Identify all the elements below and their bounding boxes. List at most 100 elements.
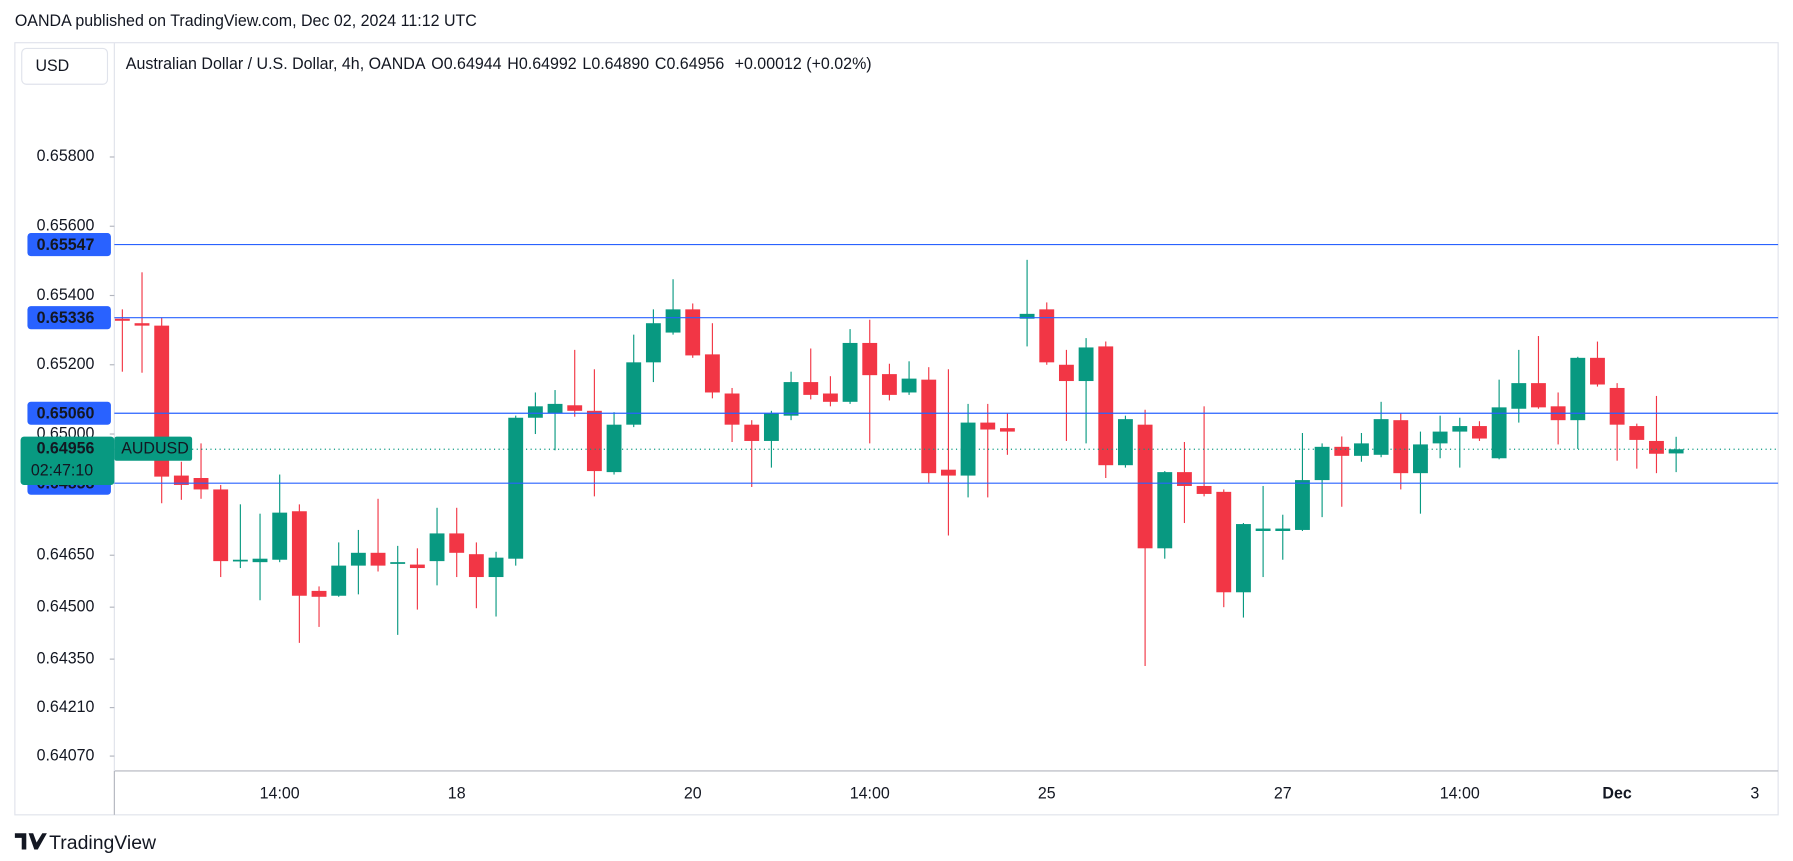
candle-body — [1334, 446, 1350, 456]
candle-body — [862, 342, 878, 376]
candle-body — [252, 558, 268, 563]
candle-body — [586, 410, 602, 472]
candle-body — [370, 552, 386, 566]
candle-body — [1413, 444, 1428, 474]
candle-body — [291, 511, 307, 596]
candle-body — [1511, 383, 1527, 409]
y-tick-label: 0.65200 — [37, 355, 95, 373]
candle-body — [547, 403, 563, 414]
candle-body — [488, 557, 504, 578]
y-tick-label: 0.64070 — [37, 746, 95, 764]
candle-body — [1098, 346, 1114, 466]
y-tick-label: 0.64350 — [37, 649, 95, 667]
candle-body — [508, 417, 524, 559]
candle-body — [1373, 419, 1389, 455]
candle-body — [822, 393, 838, 402]
candle-body — [1629, 426, 1645, 440]
y-tick-label: 0.65600 — [37, 216, 95, 234]
y-tick-label: 0.64500 — [37, 597, 95, 615]
x-tick-label: 27 — [1274, 784, 1292, 802]
candle-body — [1432, 431, 1448, 444]
candle-body — [1295, 480, 1310, 530]
candle-body — [803, 382, 819, 395]
candle-body — [114, 318, 130, 321]
currency-label: USD — [35, 57, 69, 75]
candle-body — [468, 554, 484, 578]
header-symbol: Australian Dollar / U.S. Dollar, 4h, OAN… — [126, 55, 426, 73]
header-change: +0.00012 (+0.02%) — [735, 55, 872, 73]
candle-body — [645, 323, 661, 363]
candle-body — [921, 379, 937, 474]
candle-body — [213, 489, 229, 562]
candle-body — [763, 413, 779, 441]
candle-body — [1216, 491, 1232, 593]
candle-body — [1491, 407, 1507, 459]
candle-body — [1039, 309, 1055, 363]
price-line-badge — [27, 401, 111, 425]
price-line-label: 0.65336 — [37, 309, 95, 327]
candle-body — [232, 559, 248, 562]
price-line-label: 0.65060 — [37, 405, 95, 423]
candle-body — [1236, 524, 1251, 593]
candle-body — [567, 405, 583, 411]
candle-body — [390, 562, 406, 564]
candle-body — [1137, 424, 1153, 549]
candle-body — [1058, 364, 1074, 382]
brand: TradingView — [14, 832, 157, 854]
candle-body — [272, 512, 288, 560]
candle-body — [311, 590, 327, 597]
header-l: 0.64890 — [591, 55, 649, 73]
candle-body — [704, 354, 720, 393]
candle-body — [665, 309, 681, 333]
currency-button[interactable] — [21, 47, 109, 85]
candle-body — [626, 362, 642, 425]
candle-body — [901, 378, 917, 393]
y-tick-label: 0.65800 — [37, 147, 95, 165]
candle-body — [409, 564, 425, 569]
candle-body — [1275, 528, 1291, 531]
x-tick-label: 18 — [448, 784, 466, 802]
candle-body — [1176, 472, 1192, 486]
header-o-key: O — [431, 55, 443, 73]
candle-body — [1314, 446, 1330, 481]
candle-body — [331, 565, 347, 596]
candle-body — [1452, 426, 1468, 432]
candle-body — [1668, 449, 1684, 454]
y-tick-label: 0.64210 — [37, 698, 95, 716]
price-line-badge — [27, 306, 111, 330]
x-tick-label: 20 — [684, 784, 702, 802]
candle-body — [134, 323, 150, 326]
candle-body — [1196, 485, 1212, 494]
candle-body — [1354, 443, 1369, 456]
symbol-label: AUDUSD — [121, 439, 189, 457]
legend-header: Australian Dollar / U.S. Dollar, 4h, OAN… — [126, 55, 872, 73]
candle-body — [449, 533, 465, 553]
header-l-key: L — [582, 55, 591, 73]
header-h-key: H — [507, 55, 519, 73]
candle-body — [606, 424, 622, 473]
candle-body — [960, 422, 976, 476]
last-price-label: 0.64956 — [37, 439, 95, 457]
header-o: 0.64944 — [444, 55, 502, 73]
brand-logo — [14, 833, 47, 850]
candle-body — [1570, 357, 1586, 421]
candle-body — [173, 475, 189, 485]
candle-body — [1609, 387, 1625, 425]
candle-body — [1393, 420, 1409, 474]
x-tick-label: 14:00 — [850, 784, 890, 802]
header-h: 0.64992 — [519, 55, 577, 73]
x-tick-label: Dec — [1602, 784, 1631, 802]
candle-body — [685, 309, 701, 356]
candle-body — [1472, 426, 1487, 439]
plot-area — [114, 244, 1779, 667]
candle-body — [842, 342, 858, 402]
header-c-key: C — [655, 55, 667, 73]
candle-body — [1255, 528, 1271, 531]
candle-body — [744, 424, 760, 441]
candle-body — [1019, 313, 1035, 319]
brand-name: TradingView — [49, 832, 157, 854]
x-tick-label: 3 — [1750, 784, 1759, 802]
candle-body — [940, 469, 956, 476]
